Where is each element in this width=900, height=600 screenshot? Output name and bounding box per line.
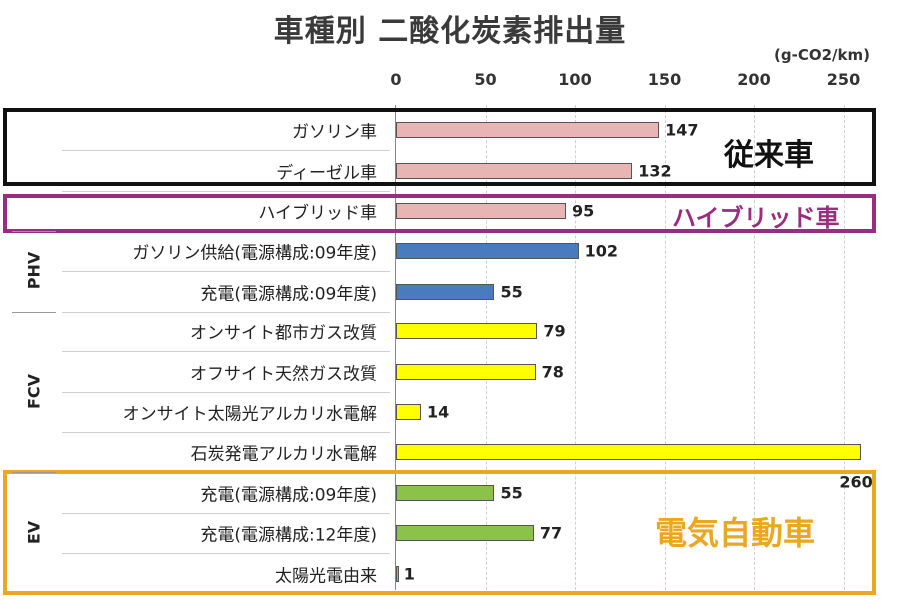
bar (396, 485, 495, 501)
category-label: 充電(電源構成:09年度) (200, 284, 377, 305)
row-separator (62, 150, 390, 151)
row-separator (62, 553, 390, 554)
category-label: ディーゼル車 (276, 163, 377, 184)
side-separator (12, 231, 56, 232)
side-label: EV (24, 520, 44, 545)
bar (396, 364, 536, 380)
category-label: ガソリン供給(電源構成:09年度) (132, 243, 377, 264)
row-separator (62, 513, 390, 514)
bar (396, 163, 633, 179)
bar (396, 243, 579, 259)
x-tick-label: 100 (558, 70, 592, 89)
group-box-conventional (3, 108, 876, 186)
bar (396, 444, 862, 460)
gridline (754, 105, 755, 590)
x-tick-label: 50 (474, 70, 497, 89)
gridline (575, 105, 576, 590)
data-label: 55 (500, 282, 523, 302)
bar (396, 284, 495, 300)
category-label: オンサイト都市ガス改質 (190, 323, 377, 344)
gridline (485, 105, 487, 590)
data-label: 1 (403, 564, 415, 584)
row-separator (62, 312, 390, 313)
row-separator (62, 351, 390, 352)
row-separator (62, 191, 390, 192)
data-label: 147 (665, 120, 699, 140)
x-tick-label: 200 (737, 70, 771, 89)
x-tick-label: 250 (826, 70, 861, 89)
side-label: FCV (24, 373, 44, 410)
data-label: 132 (638, 161, 672, 181)
group-label-conventional: 従来車 (724, 138, 814, 173)
x-tick-label: 150 (647, 70, 682, 89)
side-separator (12, 472, 56, 473)
gridline (664, 105, 666, 590)
data-label: 55 (500, 483, 523, 503)
data-label: 95 (572, 201, 595, 221)
category-label: オフサイト天然ガス改質 (190, 364, 377, 385)
unit-label: (g-CO2/km) (774, 46, 870, 64)
gridline (843, 105, 845, 590)
category-label: 充電(電源構成:12年度) (200, 525, 377, 546)
category-label: 太陽光電由来 (275, 566, 377, 587)
group-label-ev: 電気自動車 (655, 514, 816, 552)
category-label: 充電(電源構成:09年度) (200, 485, 377, 506)
data-label: 260 (839, 472, 873, 492)
bar (396, 203, 567, 219)
row-separator (62, 271, 390, 272)
group-box-hybrid (3, 194, 876, 233)
data-label: 77 (539, 523, 563, 543)
bar (396, 122, 660, 138)
bar (396, 323, 538, 339)
row-separator (62, 392, 390, 393)
data-label: 78 (541, 362, 564, 382)
data-label: 102 (584, 241, 618, 261)
group-label-hybrid: ハイブリッド車 (672, 204, 840, 232)
group-box-ev (3, 470, 876, 595)
bar (396, 525, 534, 541)
chart-title: 車種別 二酸化炭素排出量 (273, 14, 627, 49)
y-axis-line (395, 105, 396, 590)
category-label: ハイブリッド車 (258, 203, 377, 224)
category-label: オンサイト太陽光アルカリ水電解 (122, 404, 377, 425)
row-separator (62, 432, 390, 433)
category-label: 石炭発電アルカリ水電解 (190, 444, 377, 465)
bar (396, 566, 399, 582)
category-label: ガソリン車 (292, 122, 377, 143)
side-label: PHV (24, 251, 44, 290)
side-separator (12, 312, 56, 313)
data-label: 14 (427, 402, 450, 422)
x-tick-label: 0 (390, 70, 402, 89)
bar (396, 404, 422, 420)
data-label: 79 (543, 321, 566, 341)
